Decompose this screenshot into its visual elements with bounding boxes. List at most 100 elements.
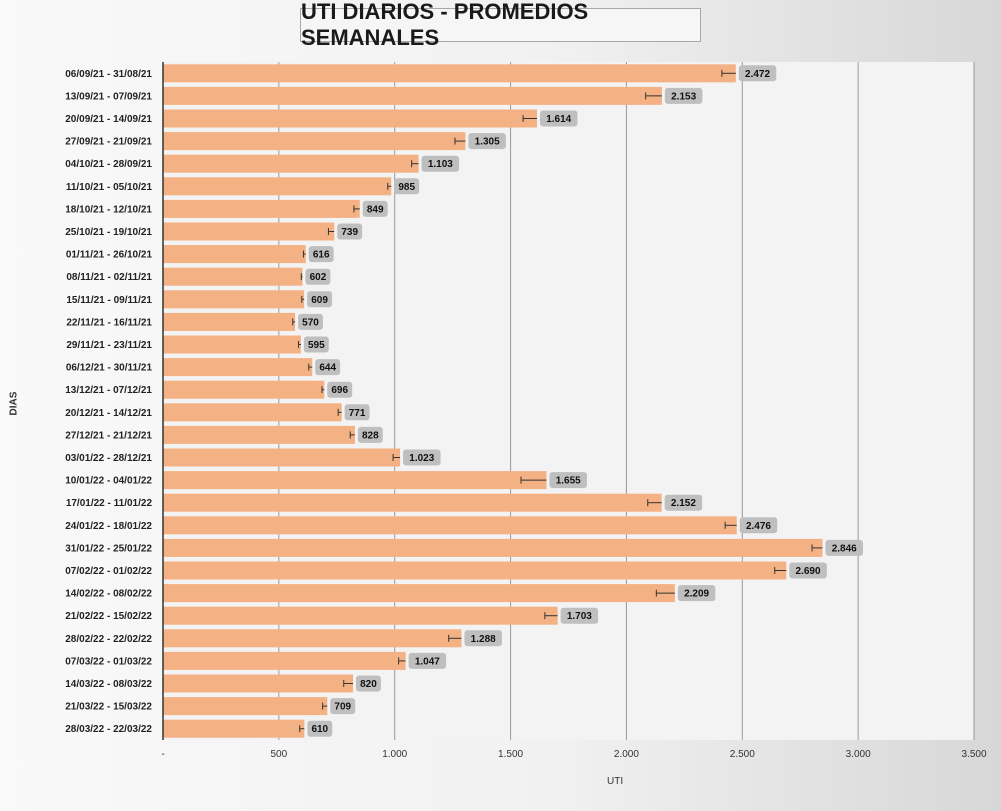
data-label: 820: [360, 679, 377, 690]
bar: [163, 493, 662, 512]
data-label: 2.153: [671, 91, 696, 102]
data-label: 609: [311, 295, 328, 306]
data-label-box: [408, 652, 447, 669]
y-axis-title: DIAS: [8, 391, 20, 416]
data-label: 828: [362, 430, 379, 441]
category-label: 10/01/22 - 04/01/22: [65, 476, 152, 487]
category-label: 27/09/21 - 21/09/21: [65, 137, 152, 148]
data-label: 985: [398, 182, 415, 193]
category-label: 15/11/21 - 09/11/21: [66, 295, 152, 306]
data-label-box: [403, 449, 441, 466]
bars: 2.472 2.153 1.614 1.305 1.103 985 849 739 616 602…: [163, 64, 863, 738]
bar: [163, 64, 736, 83]
category-label: 06/12/21 - 30/11/21: [66, 363, 153, 374]
category-label: 06/09/21 - 31/08/21: [65, 69, 152, 80]
category-label: 13/12/21 - 07/12/21: [65, 385, 152, 396]
bar: [163, 674, 354, 693]
category-label: 08/11/21 - 02/11/21: [66, 272, 152, 283]
bar: [163, 222, 335, 241]
bar: [163, 177, 392, 196]
data-label-box: [464, 630, 502, 647]
category-label: 20/09/21 - 14/09/21: [65, 114, 152, 125]
data-label-box: [303, 336, 329, 353]
data-label-box: [789, 562, 827, 579]
bar: [163, 380, 325, 399]
bar: [163, 199, 360, 218]
bar: [163, 448, 401, 467]
data-label: 570: [302, 317, 319, 328]
category-label: 14/02/22 - 08/02/22: [65, 589, 152, 600]
data-label-box: [307, 291, 333, 308]
x-tick-labels: - 500 1.000 1.500 2.000 2.500 3.000 3.500: [161, 749, 987, 760]
data-label: 2.476: [746, 521, 771, 532]
bar: [163, 267, 303, 286]
bar: [163, 629, 462, 648]
data-label: 2.472: [745, 69, 770, 80]
plot-area: [163, 62, 974, 740]
data-label-box: [421, 155, 460, 172]
data-label-box: [739, 517, 778, 534]
x-tick-label: 3.500: [961, 749, 986, 760]
category-label: 21/03/22 - 15/03/22: [65, 702, 152, 713]
data-label: 849: [367, 204, 384, 215]
x-tick-label: 2.500: [730, 749, 755, 760]
bar: [163, 290, 305, 309]
bar: [163, 719, 305, 738]
data-label-box: [664, 87, 703, 104]
data-label-box: [298, 313, 323, 330]
bar: [163, 606, 558, 625]
data-label: 595: [308, 340, 325, 351]
bar: [163, 358, 313, 377]
category-label: 07/03/22 - 01/03/22: [65, 656, 152, 667]
bar: [163, 651, 406, 670]
data-label: 2.152: [671, 498, 696, 509]
bar: [163, 335, 301, 354]
bar: [163, 245, 306, 264]
category-label: 07/02/22 - 01/02/22: [65, 566, 152, 577]
data-label-box: [362, 200, 388, 217]
data-label: 1.103: [428, 159, 453, 170]
category-label: 03/01/22 - 28/12/21: [65, 453, 152, 464]
category-label: 14/03/22 - 08/03/22: [65, 679, 152, 690]
category-label: 25/10/21 - 19/10/21: [65, 227, 152, 238]
data-label-box: [357, 426, 383, 443]
category-label: 28/03/22 - 22/03/22: [65, 724, 152, 735]
bar: [163, 154, 419, 173]
bar: [163, 425, 355, 444]
data-label-box: [327, 381, 353, 398]
data-label-box: [308, 246, 334, 263]
bar: [163, 471, 547, 490]
bar: [163, 403, 342, 422]
chart-title: UTI DIARIOS - PROMEDIOS SEMANALES: [300, 0, 701, 50]
category-labels: 06/09/21 - 31/08/21 13/09/21 - 07/09/21 20…: [65, 69, 152, 735]
data-label-box: [356, 675, 381, 692]
category-label: 29/11/21 - 23/11/21: [66, 340, 152, 351]
data-label: 2.846: [832, 543, 857, 554]
category-label: 01/11/21 - 26/10/21: [66, 250, 153, 261]
category-label: 27/12/21 - 21/12/21: [65, 430, 152, 441]
bar: [163, 538, 823, 557]
data-label: 1.023: [409, 453, 434, 464]
data-label-box: [825, 539, 863, 556]
data-label: 1.655: [556, 476, 581, 487]
data-label-box: [344, 404, 370, 421]
bar: [163, 697, 328, 716]
category-label: 17/01/22 - 11/01/22: [66, 498, 153, 509]
data-label-box: [560, 607, 599, 624]
data-label: 1.288: [471, 634, 496, 645]
data-label-box: [337, 223, 363, 240]
x-tick-label: 1.500: [498, 749, 523, 760]
bar: [163, 584, 675, 603]
data-label-box: [468, 133, 506, 150]
data-label-box: [738, 65, 777, 82]
bar: [163, 516, 737, 535]
data-label-box: [330, 698, 356, 715]
bar: [163, 561, 787, 580]
data-label-box: [549, 472, 587, 489]
data-label: 644: [319, 363, 336, 374]
bar: [163, 312, 296, 331]
category-label: 04/10/21 - 28/09/21: [65, 159, 152, 170]
data-label: 696: [331, 385, 348, 396]
data-label-box: [305, 268, 331, 285]
x-tick-label: -: [161, 749, 164, 760]
